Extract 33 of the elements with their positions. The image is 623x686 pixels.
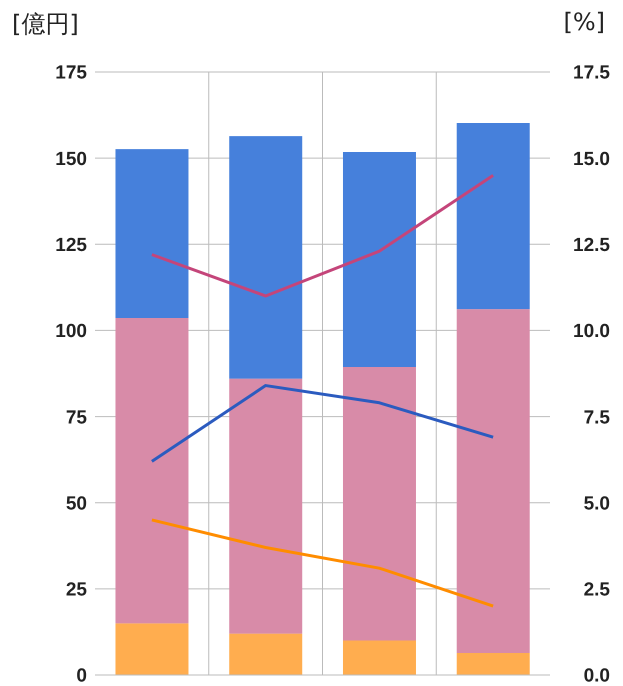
y2-tick-label: 0.0 (584, 666, 610, 686)
bar (342, 640, 416, 675)
bar (115, 149, 188, 318)
y2-tick-label: 15.0 (573, 148, 610, 170)
y-tick-label: 0 (76, 666, 87, 686)
bar (342, 152, 416, 367)
y-tick-label: 50 (66, 493, 87, 514)
y-tick-label: 75 (66, 407, 88, 428)
y-tick-label: 125 (55, 235, 88, 256)
bar (456, 122, 530, 310)
y2-tick-label: 7.5 (584, 407, 610, 428)
y-tick-label: 25 (66, 580, 88, 601)
bar (229, 634, 302, 675)
bar (229, 136, 302, 379)
y2-tick-label: 5.0 (584, 493, 610, 514)
bar (456, 309, 530, 653)
y-tick-label: 100 (55, 321, 87, 342)
bar (115, 623, 188, 675)
y-tick-label: 150 (55, 148, 87, 170)
y-tick-label: 175 (55, 62, 88, 84)
y2-axis-title: [%] (563, 8, 605, 36)
line-series (150, 384, 495, 463)
y-axis-title: [億円] (12, 9, 79, 40)
bar (115, 318, 188, 624)
bar (342, 366, 416, 641)
line-series (150, 518, 495, 608)
line-series (150, 174, 495, 298)
y2-tick-label: 2.5 (584, 580, 610, 601)
y2-tick-label: 12.5 (573, 235, 610, 256)
bar (229, 378, 302, 634)
y2-tick-label: 10.0 (573, 321, 610, 342)
bar (456, 652, 530, 675)
y2-tick-label: 17.5 (573, 62, 610, 84)
